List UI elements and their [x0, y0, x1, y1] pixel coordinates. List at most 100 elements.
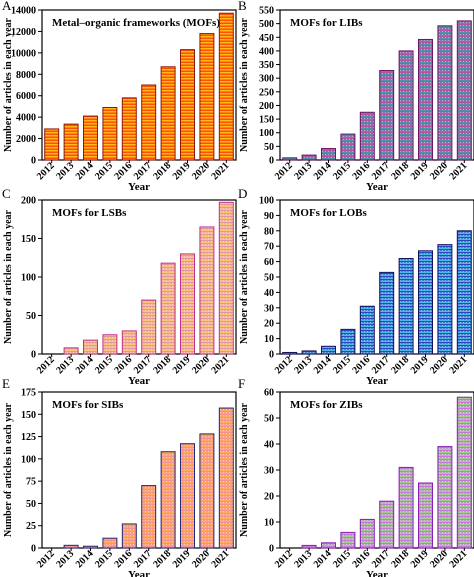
bar	[359, 305, 375, 355]
y-tick-label: 200	[21, 196, 36, 207]
y-tick-label: 20	[264, 319, 274, 330]
y-tick-label: 30	[264, 466, 274, 477]
y-tick-label: 0	[31, 350, 36, 361]
y-axis-label: Number of articles in each year	[3, 402, 14, 537]
bar	[160, 262, 176, 355]
chart-panel-e: E 0 25 50 75 100 125 150 175 20122013201420152016…	[2, 376, 237, 577]
bar	[121, 97, 137, 161]
bar	[301, 544, 317, 549]
bar	[199, 226, 215, 355]
y-tick-label: 100	[21, 273, 36, 284]
bar	[437, 446, 453, 549]
y-axis-label: Number of articles in each year	[3, 209, 14, 344]
plot-frame	[41, 9, 237, 161]
x-tick-label: 2019	[171, 354, 193, 376]
bar	[160, 451, 176, 549]
y-tick-label: 100	[21, 454, 36, 465]
y-tick-label: 0	[31, 156, 36, 167]
y-tick-label: 10	[264, 518, 274, 529]
bar	[340, 531, 356, 549]
y-axis-label: Number of articles in each year	[3, 17, 14, 152]
bar	[456, 230, 472, 355]
bar	[83, 339, 98, 355]
y-tick-label: 50	[264, 142, 274, 153]
bar	[321, 542, 336, 549]
chart-title: MOFs for LOBs	[290, 207, 368, 219]
x-tick-label: 2017	[132, 354, 154, 376]
x-tick-label: 2016	[351, 548, 373, 570]
chart-panel-d: D010203040506070809010020122013201420152…	[238, 186, 474, 387]
bar	[379, 70, 395, 161]
bar	[44, 128, 60, 161]
y-tick-label: 350	[259, 60, 274, 71]
bar	[160, 66, 176, 161]
y-tick-label: 100	[259, 196, 274, 207]
bar	[218, 201, 234, 355]
y-tick-label: 150	[21, 234, 36, 245]
y-tick-label: 30	[264, 303, 274, 314]
chart-title: Metal–organic frameworks (MOFs)	[52, 17, 220, 29]
chart-panel-b: B050100150200250300350400450500550201220…	[238, 0, 474, 193]
y-tick-label: 8000	[16, 70, 36, 81]
x-tick-label: 2012	[35, 548, 57, 570]
bar	[141, 299, 157, 355]
x-tick-label: 2014	[74, 354, 96, 376]
bar	[379, 271, 395, 355]
x-tick-label: 2013	[292, 548, 314, 570]
x-tick-label: 2018	[151, 548, 173, 570]
x-tick-label: 2013	[292, 160, 314, 182]
bar	[418, 38, 433, 161]
y-tick-label: 450	[259, 33, 274, 44]
y-tick-label: 2000	[16, 134, 36, 145]
bar	[180, 253, 195, 355]
bar	[63, 544, 79, 549]
x-tick-label: 2016	[113, 354, 135, 376]
bar	[398, 50, 414, 161]
y-axis-label: Number of articles in each year	[239, 209, 250, 344]
bar	[141, 485, 157, 549]
x-tick-label: 2016	[351, 160, 373, 182]
bar	[141, 84, 157, 161]
x-tick-label: 2018	[389, 354, 411, 376]
x-axis-label: Year	[128, 181, 150, 193]
y-tick-label: 150	[259, 115, 274, 126]
x-tick-label: 2017	[370, 160, 392, 182]
x-tick-label: 2018	[151, 354, 173, 376]
x-tick-label: 2012	[273, 160, 295, 182]
chart-panel-c: C050100150200201220132014201520162017201…	[2, 186, 237, 387]
x-tick-label: 2016	[113, 548, 135, 570]
y-tick-label: 400	[259, 46, 274, 57]
bar	[63, 123, 79, 161]
x-axis-label: Year	[366, 375, 388, 387]
x-tick-label: 2020	[190, 160, 212, 182]
y-tick-label: 90	[264, 211, 274, 222]
y-tick-label: 500	[259, 19, 274, 30]
bar	[359, 111, 375, 161]
bar	[83, 115, 98, 161]
x-tick-label: 2014	[74, 160, 96, 182]
x-tick-label: 2013	[54, 548, 76, 570]
x-tick-label: 2014	[312, 354, 334, 376]
bar	[282, 157, 298, 161]
x-tick-label: 2015	[93, 548, 115, 570]
x-tick-label: 2015	[331, 160, 353, 182]
y-tick-label: 50	[264, 414, 274, 425]
x-tick-label: 2020	[190, 354, 212, 376]
x-tick-label: 2017	[132, 160, 154, 182]
y-tick-label: 60	[264, 388, 274, 399]
y-tick-label: 75	[26, 477, 36, 488]
x-tick-label: 2015	[93, 160, 115, 182]
bar	[102, 537, 118, 549]
x-tick-label: 2013	[292, 354, 314, 376]
chart-title: MOFs for LIBs	[290, 17, 363, 29]
x-tick-label: 2012	[35, 354, 57, 376]
y-tick-label: 0	[269, 350, 274, 361]
bar	[437, 244, 453, 355]
x-tick-label: 2017	[370, 548, 392, 570]
y-tick-label: 10000	[11, 48, 36, 59]
panel-letter: C	[2, 186, 11, 201]
y-tick-label: 0	[269, 156, 274, 167]
x-tick-label: 2021	[210, 160, 232, 182]
bar	[301, 350, 317, 355]
